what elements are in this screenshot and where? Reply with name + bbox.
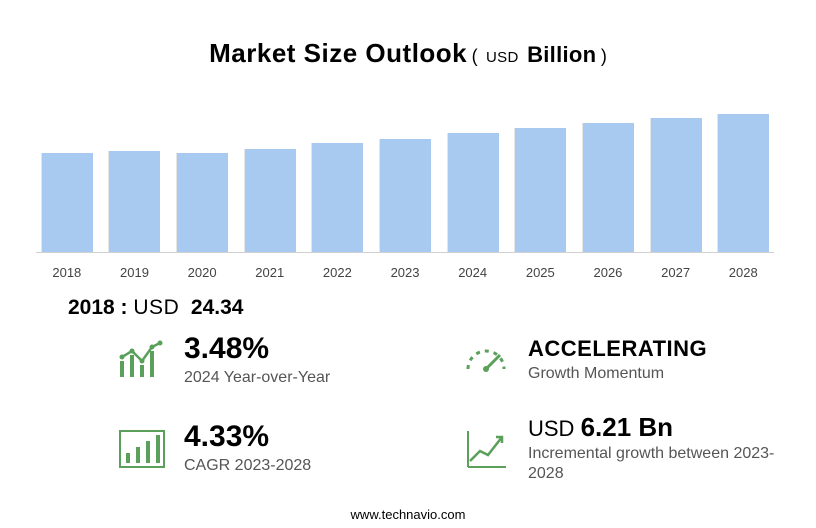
x-axis-label: 2025 (513, 265, 567, 280)
incr-prefix: USD (528, 416, 581, 441)
x-axis-label: 2027 (649, 265, 703, 280)
title-unit: Billion (527, 42, 596, 67)
year-value-row: 2018 : USD 24.34 (0, 280, 816, 320)
bar (447, 133, 499, 252)
yv-year: 2018 (68, 296, 115, 319)
x-axis-label: 2022 (311, 265, 365, 280)
bar (41, 153, 93, 252)
x-axis-label: 2019 (108, 265, 162, 280)
title-row: Market Size Outlook ( USD Billion ) (0, 0, 816, 91)
x-axis-label: 2021 (243, 265, 297, 280)
stat-yoy: 3.48% 2024 Year-over-Year (118, 334, 432, 388)
stat-cagr-text: 4.33% CAGR 2023-2028 (184, 422, 311, 476)
title-main: Market Size Outlook (209, 38, 467, 68)
incr-amount: 6.21 Bn (581, 412, 674, 442)
yoy-chart-icon (118, 337, 166, 385)
title-usd: USD (486, 49, 519, 66)
yv-usd: USD (133, 296, 179, 319)
stat-yoy-value: 3.48% (184, 334, 330, 364)
x-axis-label: 2023 (378, 265, 432, 280)
bar-col (175, 91, 229, 252)
stat-momentum-value: ACCELERATING (528, 338, 707, 360)
bar (582, 123, 634, 252)
bar (717, 114, 769, 252)
bar-col (108, 91, 162, 252)
x-axis-labels: 2018 2019 2020 2021 2022 2023 2024 2025 2026 2027… (36, 253, 774, 280)
bar (244, 149, 296, 252)
stat-yoy-label: 2024 Year-over-Year (184, 368, 330, 388)
bar (650, 118, 702, 252)
bar (176, 153, 228, 252)
stat-incremental: USD 6.21 Bn Incremental growth between 2… (462, 414, 776, 484)
x-axis-label: 2018 (40, 265, 94, 280)
bar (379, 139, 431, 252)
bar-col (40, 91, 94, 252)
bar-col (716, 91, 770, 252)
bar-col (649, 91, 703, 252)
bar-col (581, 91, 635, 252)
bar-col (446, 91, 500, 252)
bar-col (378, 91, 432, 252)
stat-yoy-text: 3.48% 2024 Year-over-Year (184, 334, 330, 388)
stat-cagr: 4.33% CAGR 2023-2028 (118, 414, 432, 484)
stat-cagr-value: 4.33% (184, 422, 311, 452)
stat-momentum: ACCELERATING Growth Momentum (462, 334, 776, 388)
cagr-bars-icon (118, 425, 166, 473)
stat-cagr-label: CAGR 2023-2028 (184, 456, 311, 476)
gauge-icon (462, 337, 510, 385)
bar (311, 143, 363, 252)
stat-incremental-text: USD 6.21 Bn Incremental growth between 2… (528, 414, 776, 484)
footer-attribution: www.technavio.com (0, 507, 816, 522)
bar-chart: 2018 2019 2020 2021 2022 2023 2024 2025 2026 2027… (36, 91, 774, 280)
x-axis-label: 2028 (716, 265, 770, 280)
bar (514, 128, 566, 252)
stat-momentum-label: Growth Momentum (528, 364, 707, 384)
stat-incremental-value: USD 6.21 Bn (528, 414, 776, 440)
x-axis-label: 2020 (175, 265, 229, 280)
stat-momentum-text: ACCELERATING Growth Momentum (528, 338, 707, 384)
x-axis-label: 2024 (446, 265, 500, 280)
yv-amount: 24.34 (191, 296, 244, 319)
x-axis-label: 2026 (581, 265, 635, 280)
growth-arrow-icon (462, 425, 510, 473)
bar-col (243, 91, 297, 252)
chart-area (36, 91, 774, 253)
bar-col (311, 91, 365, 252)
title-paren-open: ( (472, 46, 478, 66)
bar-col (513, 91, 567, 252)
title-paren-close: ) (601, 46, 607, 66)
bar (108, 151, 160, 252)
stats-grid: 3.48% 2024 Year-over-Year ACCELERATING G… (0, 320, 816, 484)
stat-incremental-label: Incremental growth between 2023-2028 (528, 444, 776, 484)
yv-sep: : (115, 296, 134, 319)
